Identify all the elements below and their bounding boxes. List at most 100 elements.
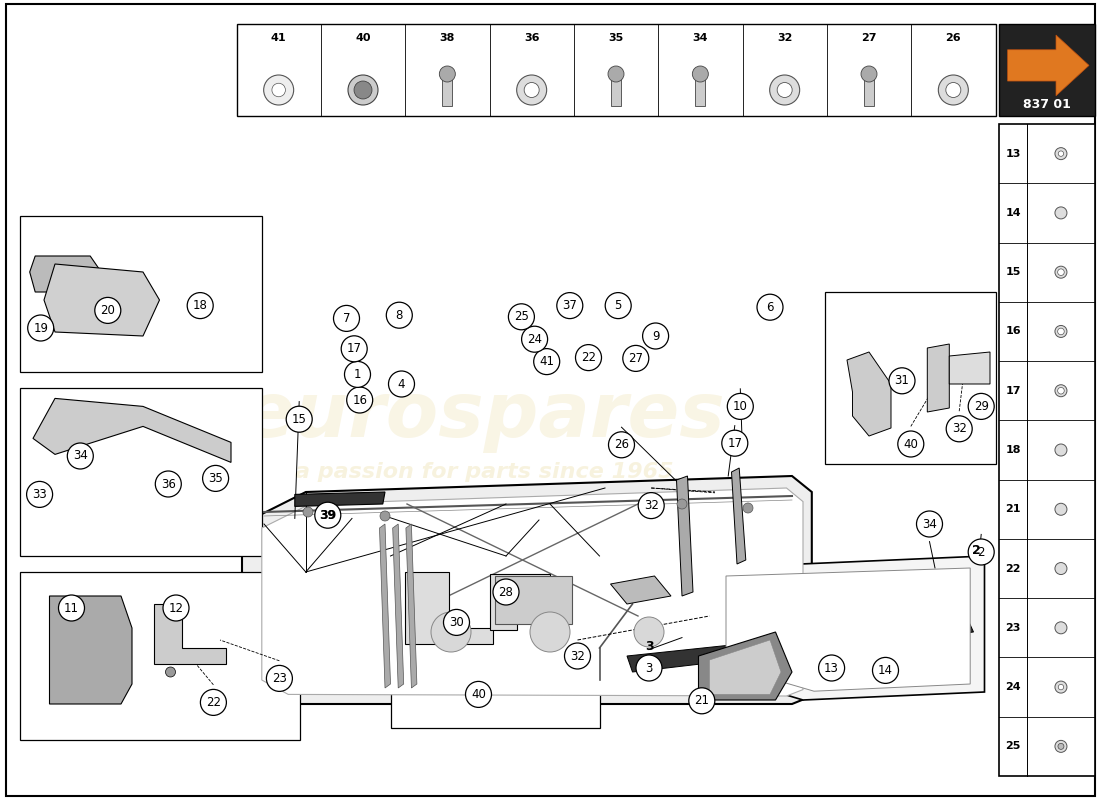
Text: 19: 19 [33,322,48,334]
Polygon shape [295,492,385,506]
Text: 28: 28 [498,586,514,598]
Circle shape [1055,503,1067,515]
Circle shape [557,293,583,318]
Circle shape [889,368,915,394]
Text: 32: 32 [952,422,967,435]
Text: 13: 13 [824,662,839,674]
Circle shape [266,666,293,691]
Circle shape [742,503,754,513]
Circle shape [26,482,53,507]
Circle shape [388,371,415,397]
Polygon shape [30,256,101,292]
Circle shape [493,579,519,605]
Text: 26: 26 [614,438,629,451]
Circle shape [354,81,372,99]
Circle shape [508,304,535,330]
Polygon shape [379,524,390,688]
Circle shape [346,387,373,413]
Text: 26: 26 [946,34,961,43]
Polygon shape [698,632,792,700]
Polygon shape [726,568,970,691]
Circle shape [916,511,943,537]
Text: eurospares: eurospares [243,379,725,453]
Circle shape [95,298,121,323]
Bar [825,292,996,464]
Circle shape [286,406,312,432]
Text: 10: 10 [733,400,748,413]
Text: 34: 34 [922,518,937,530]
Text: 7: 7 [343,312,350,325]
Text: 36: 36 [161,478,176,490]
Text: 30: 30 [449,616,464,629]
Circle shape [28,315,54,341]
Text: 33: 33 [32,488,47,501]
Circle shape [155,471,182,497]
Circle shape [67,443,94,469]
Circle shape [818,655,845,681]
Bar [999,24,1094,116]
Text: 35: 35 [608,34,624,43]
Circle shape [1055,740,1067,752]
Text: 13: 13 [1005,149,1021,158]
Bar [610,78,621,106]
Circle shape [946,82,960,98]
Bar [236,24,996,116]
Text: 24: 24 [1005,682,1021,692]
Circle shape [443,610,470,635]
Circle shape [379,511,390,521]
Circle shape [1058,684,1064,690]
Circle shape [344,362,371,387]
Text: 41: 41 [271,34,286,43]
Circle shape [1055,622,1067,634]
Text: 16: 16 [1005,326,1021,337]
Text: a passion for parts since 1965: a passion for parts since 1965 [295,462,673,482]
Circle shape [58,595,85,621]
Circle shape [302,507,313,517]
Text: 15: 15 [292,413,307,426]
Circle shape [1058,151,1064,156]
Circle shape [642,323,669,349]
Bar [999,124,1094,776]
Polygon shape [927,344,949,412]
Text: 23: 23 [1005,623,1021,633]
Circle shape [1055,207,1067,219]
Text: 22: 22 [581,351,596,364]
Polygon shape [406,524,417,688]
Circle shape [1055,266,1067,278]
Circle shape [521,326,548,352]
Circle shape [770,75,800,105]
Circle shape [1055,148,1067,160]
Polygon shape [710,640,781,694]
Circle shape [605,293,631,318]
Polygon shape [949,352,990,384]
Circle shape [1055,681,1067,693]
Circle shape [431,612,471,652]
Text: 34: 34 [73,450,88,462]
Text: 21: 21 [694,694,710,707]
Circle shape [722,430,748,456]
Circle shape [872,658,899,683]
Text: 29: 29 [974,400,989,413]
Circle shape [938,75,968,105]
Circle shape [1058,387,1065,394]
Text: 32: 32 [777,34,792,43]
Circle shape [689,688,715,714]
Circle shape [727,394,754,419]
Text: 34: 34 [693,34,708,43]
Text: 16: 16 [352,394,367,406]
Circle shape [333,306,360,331]
Polygon shape [490,574,550,630]
Bar [864,78,874,106]
Text: 40: 40 [355,34,371,43]
Circle shape [525,82,539,98]
Bar [20,388,262,556]
Polygon shape [710,556,984,700]
Circle shape [517,75,547,105]
Circle shape [530,612,570,652]
Polygon shape [1008,35,1089,96]
Text: 15: 15 [1005,267,1021,277]
Text: 9: 9 [652,330,659,342]
Circle shape [315,502,341,528]
Text: 11: 11 [64,602,79,614]
Text: 3: 3 [646,662,652,674]
